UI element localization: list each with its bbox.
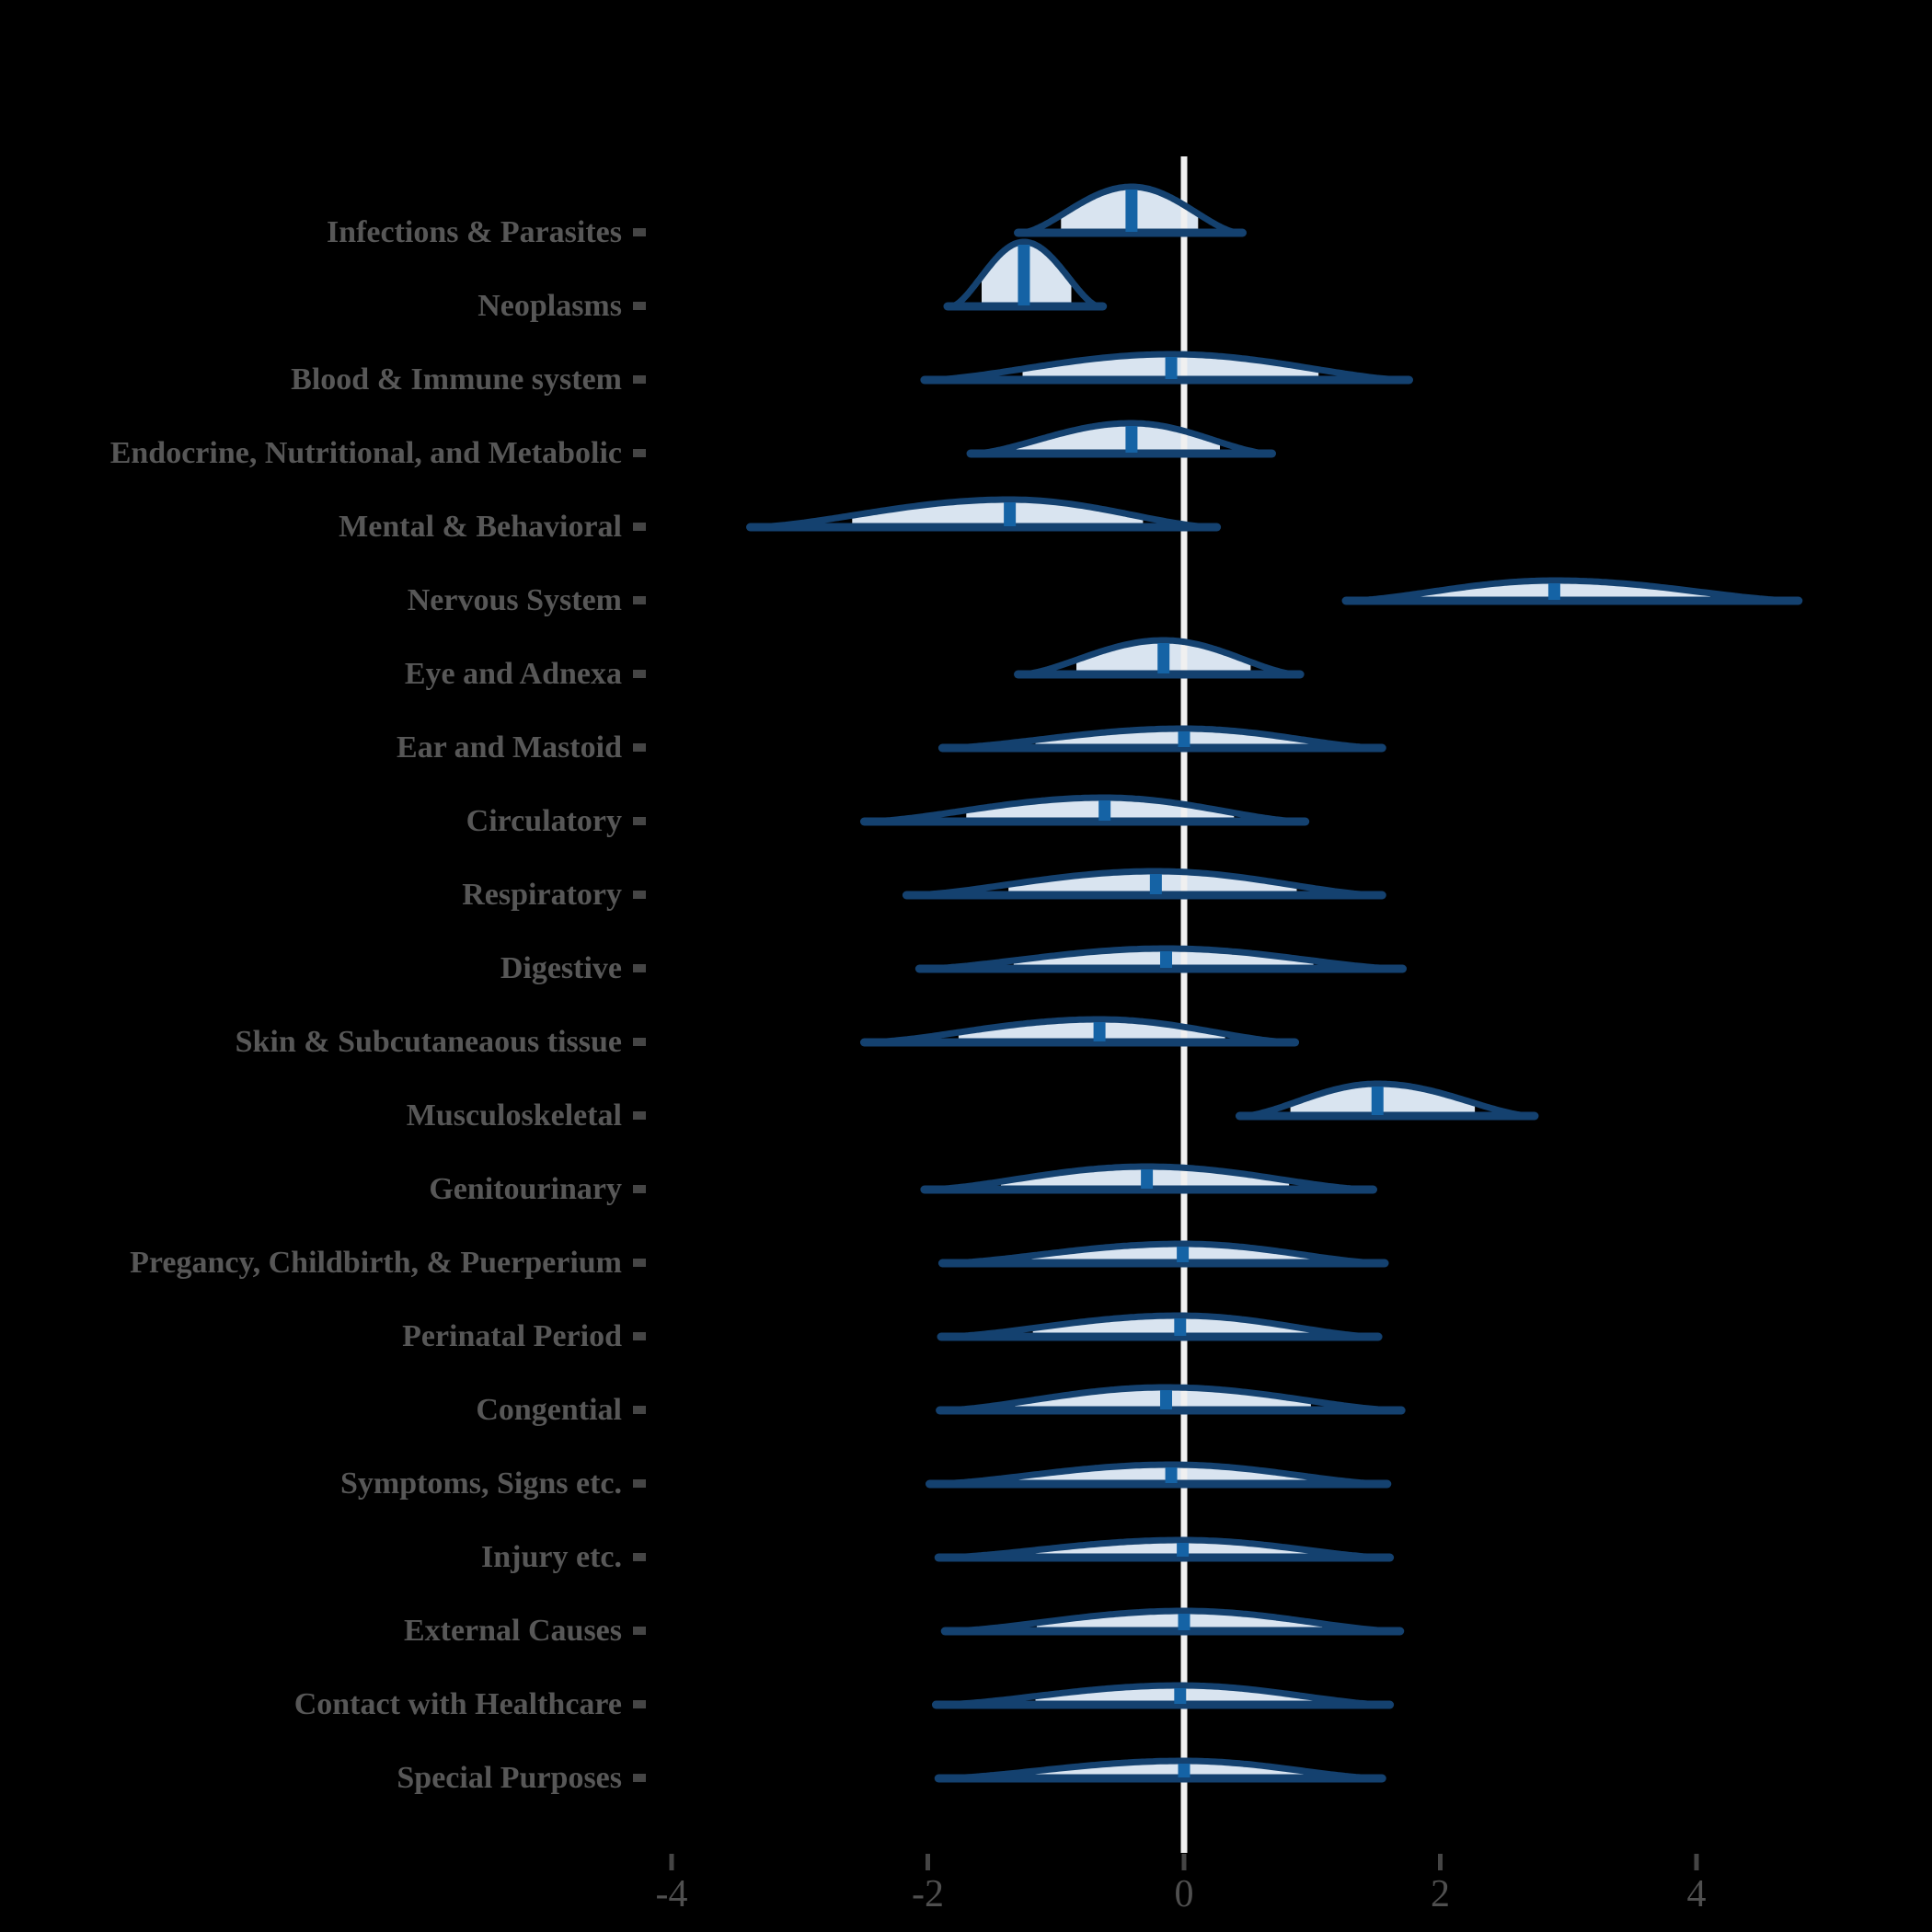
density-outline bbox=[1019, 637, 1299, 678]
category-label: Eye and Adnexa bbox=[405, 657, 622, 691]
category-tick-mark bbox=[633, 1259, 646, 1267]
density-outline bbox=[949, 238, 1102, 310]
category-tick-mark bbox=[633, 670, 646, 678]
density-fill bbox=[1016, 423, 1220, 454]
category-tick-mark bbox=[633, 1038, 646, 1046]
category-tick-mark bbox=[633, 1406, 646, 1414]
density-outline bbox=[752, 496, 1216, 531]
density-outline bbox=[972, 420, 1271, 457]
density-outline bbox=[920, 945, 1401, 972]
density-outline bbox=[907, 868, 1381, 899]
density-outline bbox=[941, 1384, 1400, 1414]
density-outline bbox=[946, 1607, 1399, 1635]
category-label: Injury etc. bbox=[481, 1540, 622, 1574]
category-tick-mark bbox=[633, 1332, 646, 1340]
density-outline bbox=[937, 1682, 1389, 1708]
category-label: Pregancy, Childbirth, & Puerperium bbox=[130, 1246, 622, 1280]
density-outline bbox=[943, 725, 1381, 752]
category-tick-mark bbox=[633, 1479, 646, 1488]
category-label: Digestive bbox=[500, 951, 622, 985]
category-tick-mark bbox=[633, 449, 646, 457]
category-label: Endocrine, Nutritional, and Metabolic bbox=[110, 436, 622, 470]
density-outline bbox=[943, 1240, 1384, 1267]
x-axis-tick-label: 0 bbox=[1175, 1873, 1194, 1915]
category-label: Blood & Immune system bbox=[291, 362, 622, 397]
category-tick-mark bbox=[633, 1627, 646, 1635]
density-outline bbox=[1347, 577, 1798, 604]
category-tick-mark bbox=[633, 1185, 646, 1193]
category-tick-mark bbox=[633, 1111, 646, 1120]
x-axis-tick-label: -4 bbox=[656, 1873, 688, 1915]
category-label: Congential bbox=[476, 1393, 622, 1427]
density-outline bbox=[865, 1016, 1294, 1046]
category-tick-mark bbox=[633, 1553, 646, 1561]
category-tick-mark bbox=[633, 596, 646, 604]
density-outline bbox=[1019, 183, 1241, 236]
category-tick-mark bbox=[633, 817, 646, 825]
density-outline bbox=[1240, 1080, 1534, 1120]
category-tick-mark bbox=[633, 228, 646, 236]
category-tick-mark bbox=[633, 302, 646, 310]
category-tick-mark bbox=[633, 891, 646, 899]
density-outline bbox=[939, 1757, 1381, 1782]
category-label: External Causes bbox=[404, 1614, 622, 1648]
density-outline bbox=[931, 1461, 1386, 1488]
category-label: Mental & Behavioral bbox=[339, 510, 622, 544]
category-tick-mark bbox=[633, 743, 646, 752]
density-outline bbox=[942, 1312, 1377, 1340]
density-outline bbox=[939, 1536, 1389, 1561]
x-axis-tick-label: 2 bbox=[1431, 1873, 1450, 1915]
density-outline bbox=[926, 351, 1408, 384]
x-axis-tick-label: -2 bbox=[912, 1873, 944, 1915]
category-label: Respiratory bbox=[462, 878, 622, 912]
category-label: Contact with Healthcare bbox=[294, 1687, 622, 1721]
category-label: Musculoskeletal bbox=[407, 1098, 622, 1133]
category-label: Perinatal Period bbox=[402, 1319, 622, 1353]
category-tick-mark bbox=[633, 1700, 646, 1708]
category-label: Neoplasms bbox=[477, 289, 622, 323]
category-tick-mark bbox=[633, 1774, 646, 1782]
category-tick-mark bbox=[633, 964, 646, 972]
density-outline bbox=[926, 1163, 1372, 1193]
category-tick-mark bbox=[633, 375, 646, 384]
category-label: Infections & Parasites bbox=[327, 215, 622, 249]
category-label: Skin & Subcutaneaous tissue bbox=[236, 1025, 622, 1059]
category-label: Ear and Mastoid bbox=[397, 730, 622, 765]
category-label: Symptoms, Signs etc. bbox=[340, 1466, 622, 1501]
category-tick-mark bbox=[633, 523, 646, 531]
category-label: Nervous System bbox=[408, 583, 622, 617]
x-axis-tick-label: 4 bbox=[1687, 1873, 1707, 1915]
density-outline bbox=[865, 794, 1305, 825]
category-label: Circulatory bbox=[466, 804, 622, 838]
category-label: Special Purposes bbox=[397, 1761, 622, 1795]
category-label: Genitourinary bbox=[429, 1172, 622, 1206]
